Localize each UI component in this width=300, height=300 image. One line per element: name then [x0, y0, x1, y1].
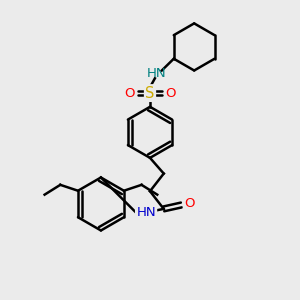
Text: HN: HN [147, 67, 167, 80]
Text: S: S [145, 85, 155, 100]
Text: HN: HN [136, 206, 156, 219]
Text: O: O [184, 197, 194, 211]
Text: O: O [124, 87, 135, 100]
Text: O: O [165, 87, 176, 100]
